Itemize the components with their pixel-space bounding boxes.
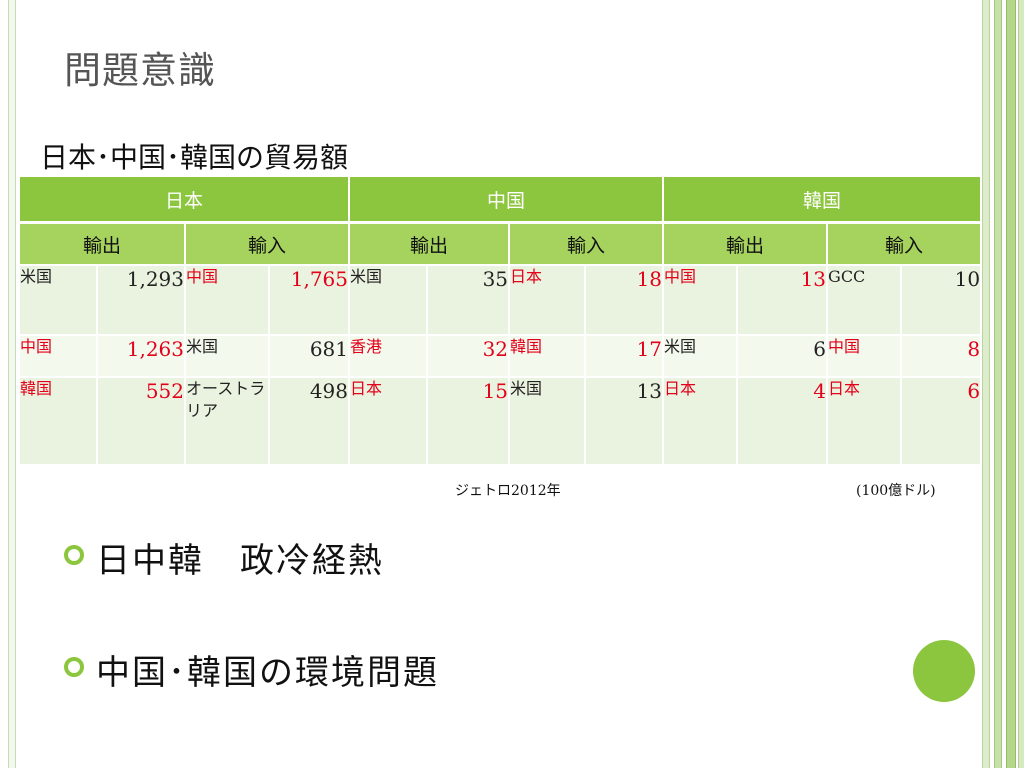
partner-name: 米国 bbox=[18, 264, 98, 336]
trade-value: 17 bbox=[584, 334, 665, 378]
partner-name: 香港 bbox=[348, 334, 429, 378]
partner-name: 韓国 bbox=[18, 376, 98, 466]
partner-name: 米国 bbox=[184, 334, 270, 378]
left-frame-border bbox=[8, 0, 16, 768]
bullet-circle-icon bbox=[64, 545, 84, 565]
decorative-circle bbox=[913, 640, 975, 702]
unit-note: (100億ドル) bbox=[856, 483, 936, 499]
trade-value: 6 bbox=[900, 376, 983, 466]
trade-value: 18 bbox=[584, 264, 665, 336]
trade-value: 8 bbox=[900, 334, 983, 378]
bullet-circle-icon bbox=[64, 657, 84, 677]
partner-name: オーストラリア bbox=[184, 376, 270, 466]
trade-value: 498 bbox=[267, 376, 351, 466]
bullet-item: 日中韓 政冷経熱 bbox=[96, 541, 384, 581]
flow-header-export: 輸出 bbox=[348, 221, 511, 266]
stripe bbox=[1018, 0, 1024, 768]
flow-header-export: 輸出 bbox=[18, 221, 186, 266]
stripe bbox=[982, 0, 990, 768]
country-header-korea: 韓国 bbox=[662, 175, 983, 224]
trade-value: 32 bbox=[426, 334, 511, 378]
partner-name: 日本 bbox=[826, 376, 903, 466]
flow-header-import: 輸入 bbox=[826, 221, 983, 266]
trade-table: 日本 中国 韓国 輸出 輸入 輸出 輸入 輸出 輸入 米国 1,293 中国 1… bbox=[17, 175, 983, 466]
partner-name: 日本 bbox=[508, 264, 587, 336]
flow-header-export: 輸出 bbox=[662, 221, 829, 266]
source-note: ジェトロ2012年 bbox=[455, 483, 561, 499]
stripe bbox=[994, 0, 1002, 768]
partner-name: 米国 bbox=[662, 334, 739, 378]
table-row: 米国 1,293 中国 1,765 米国 35 日本 18 中国 13 GCC … bbox=[18, 264, 983, 336]
flow-header-import: 輸入 bbox=[183, 221, 351, 266]
slide-title: 問題意識 bbox=[64, 49, 216, 92]
partner-name: 中国 bbox=[826, 334, 903, 378]
partner-name: 中国 bbox=[662, 264, 739, 336]
partner-name: 韓国 bbox=[508, 334, 587, 378]
trade-value: 13 bbox=[584, 376, 665, 466]
partner-name: 中国 bbox=[184, 264, 270, 336]
stripe bbox=[1006, 0, 1016, 768]
partner-name: 中国 bbox=[18, 334, 98, 378]
trade-value: 1,293 bbox=[96, 264, 186, 336]
flow-header-import: 輸入 bbox=[508, 221, 665, 266]
table-caption: 日本･中国･韓国の貿易額 bbox=[40, 141, 349, 174]
table-row: 韓国 552 オーストラリア 498 日本 15 米国 13 日本 4 日本 6 bbox=[18, 376, 983, 466]
partner-name: GCC bbox=[826, 264, 903, 336]
right-decorative-stripes bbox=[980, 0, 1024, 768]
trade-value: 1,263 bbox=[96, 334, 186, 378]
table-row: 中国 1,263 米国 681 香港 32 韓国 17 米国 6 中国 8 bbox=[18, 334, 983, 378]
trade-value: 15 bbox=[426, 376, 511, 466]
trade-value: 4 bbox=[736, 376, 829, 466]
trade-value: 10 bbox=[900, 264, 983, 336]
partner-name: 日本 bbox=[662, 376, 739, 466]
flow-header-row: 輸出 輸入 輸出 輸入 輸出 輸入 bbox=[18, 221, 983, 266]
partner-name: 日本 bbox=[348, 376, 429, 466]
trade-value: 552 bbox=[96, 376, 186, 466]
trade-value: 35 bbox=[426, 264, 511, 336]
trade-value: 6 bbox=[736, 334, 829, 378]
country-header-japan: 日本 bbox=[17, 175, 351, 224]
trade-value: 1,765 bbox=[267, 264, 351, 336]
partner-name: 米国 bbox=[508, 376, 587, 466]
trade-value: 681 bbox=[267, 334, 351, 378]
country-header-china: 中国 bbox=[348, 175, 665, 224]
bullet-item: 中国･韓国の環境問題 bbox=[96, 653, 439, 693]
trade-value: 13 bbox=[736, 264, 829, 336]
partner-name: 米国 bbox=[348, 264, 429, 336]
country-header-row: 日本 中国 韓国 bbox=[17, 175, 983, 224]
